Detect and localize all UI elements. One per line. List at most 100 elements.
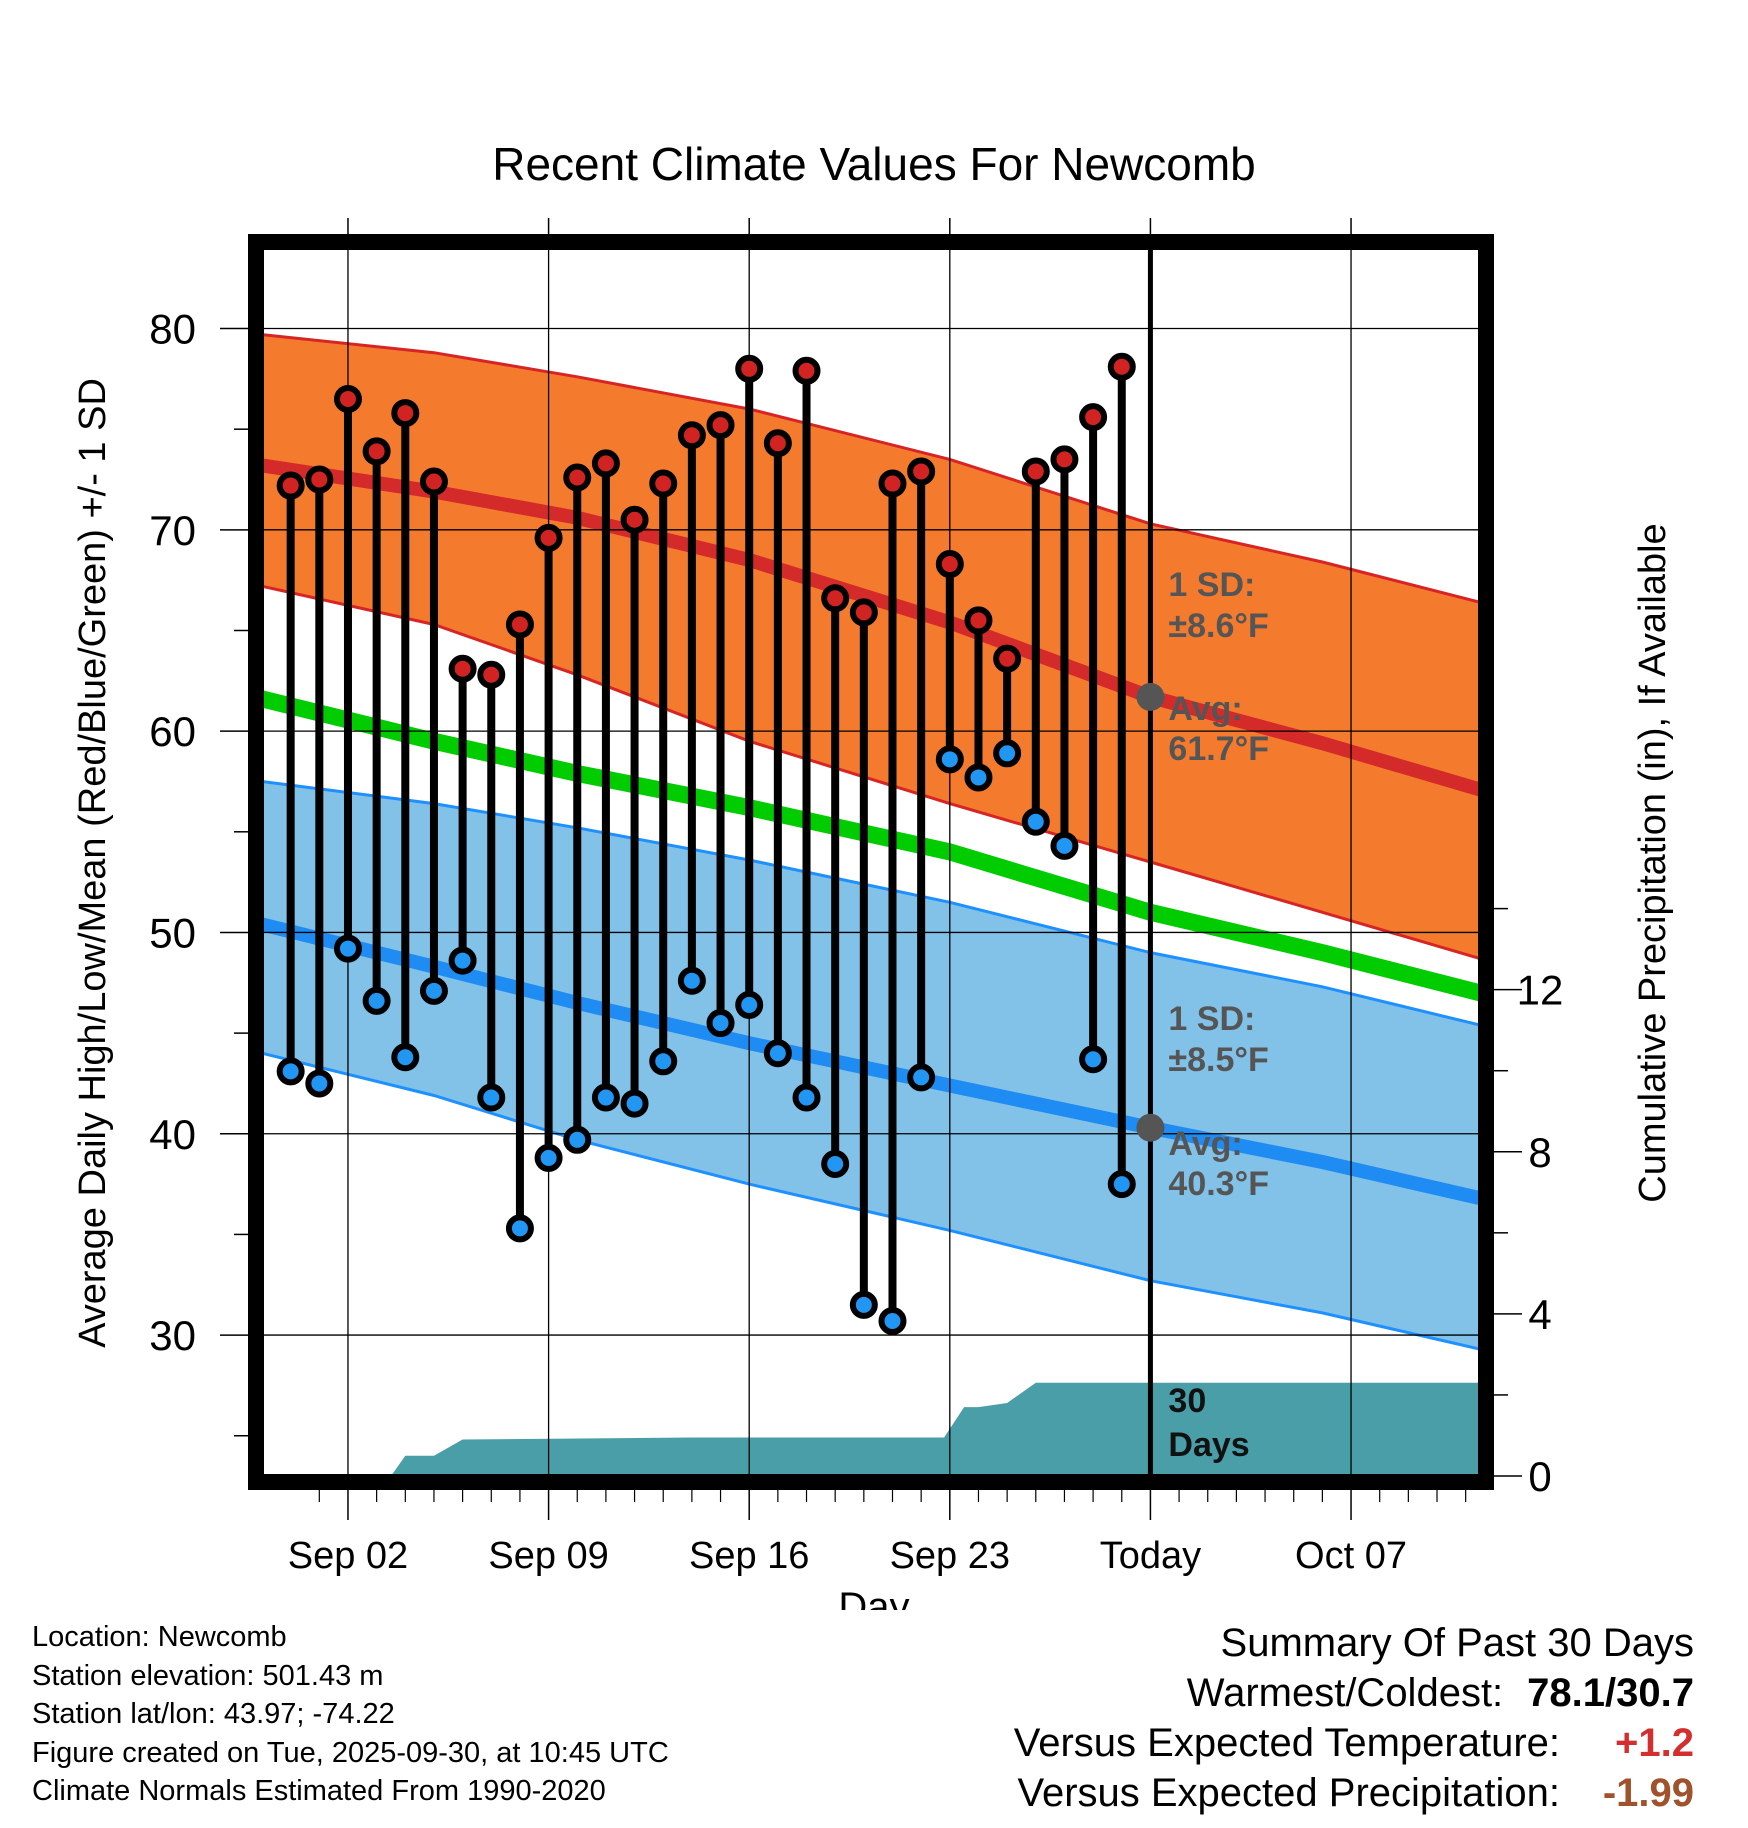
daily-high-point (362, 437, 391, 466)
daily-high-point (305, 465, 334, 494)
daily-low-point (964, 763, 993, 792)
x-tick-label: Sep 16 (689, 1535, 809, 1577)
x-axis-label: Day (838, 1585, 909, 1610)
climate-chart: Recent Climate Values For Newcomb 1 SD:±… (72, 138, 1674, 1610)
location-text: Location: Newcomb (32, 1621, 287, 1653)
daily-high-point (1021, 457, 1050, 486)
daily-low-point (563, 1125, 592, 1154)
high-sd-annotation-line2: ±8.6°F (1168, 607, 1268, 645)
daily-low-point (1050, 831, 1079, 860)
daily-high-point (964, 606, 993, 635)
daily-low-point (620, 1089, 649, 1118)
daily-low-point (907, 1063, 936, 1092)
daily-low-point (935, 745, 964, 774)
summary-title: Summary Of Past 30 Days (1220, 1621, 1694, 1665)
x-tick-label: Sep 23 (890, 1535, 1010, 1577)
low-avg-annotation-line2: 40.3°F (1168, 1165, 1269, 1203)
daily-high-point (620, 505, 649, 534)
daily-high-point (591, 449, 620, 478)
high-sd-lower-edge (262, 584, 1480, 961)
warmest-value: 78.1/30.7 (1527, 1671, 1694, 1715)
daily-high-point (821, 584, 850, 613)
daily-high-point (1079, 403, 1108, 432)
daily-high-point (849, 598, 878, 627)
daily-low-point (735, 990, 764, 1019)
daily-high-point (391, 399, 420, 428)
daily-low-point (305, 1069, 334, 1098)
precip-area (262, 1382, 1480, 1476)
precip-label: Versus Expected Precipitation: (1017, 1771, 1560, 1815)
days-annotation-line1: 30 (1168, 1382, 1206, 1420)
daily-high-point (907, 457, 936, 486)
daily-low-point (763, 1039, 792, 1068)
temp-label: Versus Expected Temperature: (1013, 1721, 1560, 1765)
high-sd-band (262, 334, 1480, 959)
low-avg-annotation-line1: Avg: (1168, 1125, 1242, 1163)
elevation-text: Station elevation: 501.43 m (32, 1659, 384, 1692)
daily-low-point (677, 966, 706, 995)
daily-high-point (534, 523, 563, 552)
created-text: Figure created on Tue, 2025-09-30, at 10… (32, 1736, 669, 1769)
y-tick-label: 60 (149, 708, 196, 755)
daily-low-point (477, 1083, 506, 1112)
y2-tick-label: 12 (1517, 967, 1564, 1014)
normals-text: Climate Normals Estimated From 1990-2020 (32, 1775, 606, 1807)
plot-frame (248, 234, 1494, 1490)
daily-low-point (534, 1143, 563, 1172)
daily-low-point (362, 986, 391, 1015)
daily-low-point (333, 934, 362, 963)
y-tick-label: 40 (149, 1111, 196, 1158)
days-annotation-line2: Days (1168, 1426, 1249, 1464)
daily-low-point (849, 1290, 878, 1319)
x-tick-label: Today (1100, 1535, 1201, 1577)
daily-high-point (333, 384, 362, 413)
daily-low-point (706, 1009, 735, 1038)
y-tick-label: 70 (149, 507, 196, 554)
daily-high-point (935, 550, 964, 579)
daily-high-point (993, 644, 1022, 673)
y2-tick-label: 8 (1528, 1129, 1551, 1176)
daily-high-point (649, 469, 678, 498)
low-sd-lower-edge (262, 1051, 1480, 1351)
high-sd-upper-edge (262, 333, 1480, 604)
y-tick-label: 80 (149, 306, 196, 353)
low-sd-upper-edge (262, 780, 1480, 1027)
summary-precip-row: Versus Expected Precipitation: -1.99 (1014, 1768, 1694, 1818)
daily-low-point (1021, 807, 1050, 836)
normal-high-line (262, 458, 1480, 797)
today-low-avg-marker (1136, 1113, 1165, 1142)
low-sd-annotation-line1: 1 SD: (1168, 1000, 1255, 1038)
chart-title: Recent Climate Values For Newcomb (492, 138, 1256, 190)
x-tick-label: Sep 02 (288, 1535, 408, 1577)
daily-low-point (649, 1047, 678, 1076)
y-axis-label: Average Daily High/Low/Mean (Red/Blue/Gr… (72, 378, 114, 1348)
daily-high-point (477, 660, 506, 689)
normal-mean-line (262, 690, 1480, 1002)
daily-low-point (505, 1214, 534, 1243)
daily-low-point (993, 739, 1022, 768)
daily-high-point (1050, 445, 1079, 474)
precip-value: -1.99 (1602, 1771, 1694, 1815)
summary-warmest-row: Warmest/Coldest: 78.1/30.7 (1014, 1668, 1694, 1718)
high-avg-annotation-line2: 61.7°F (1168, 730, 1269, 768)
y-tick-label: 30 (149, 1312, 196, 1359)
daily-high-point (677, 421, 706, 450)
daily-high-point (763, 429, 792, 458)
daily-low-point (419, 976, 448, 1005)
low-sd-annotation-line2: ±8.5°F (1168, 1041, 1268, 1079)
today-high-avg-marker (1136, 682, 1165, 711)
daily-high-point (563, 463, 592, 492)
high-avg-annotation-line1: Avg: (1168, 690, 1242, 728)
daily-high-point (706, 411, 735, 440)
daily-low-point (448, 946, 477, 975)
daily-high-point (505, 610, 534, 639)
daily-low-point (276, 1057, 305, 1086)
daily-high-point (792, 356, 821, 385)
latlon-text: Station lat/lon: 43.97; -74.22 (32, 1698, 395, 1730)
y2-axis-label: Cumulative Precipitation (in), If Availa… (1632, 523, 1674, 1202)
daily-low-point (1107, 1170, 1136, 1199)
daily-high-point (448, 654, 477, 683)
high-sd-annotation-line1: 1 SD: (1168, 566, 1255, 604)
